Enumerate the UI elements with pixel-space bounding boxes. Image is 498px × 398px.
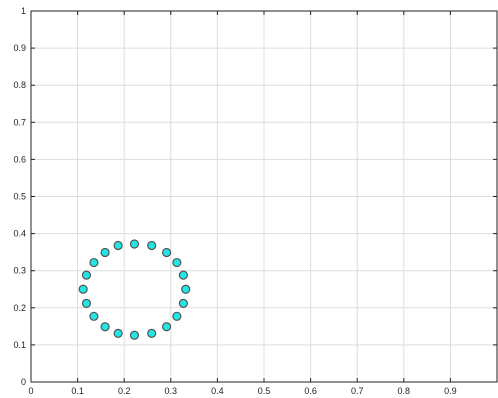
grid-lines [30, 11, 497, 382]
y-tick-label: 0.3 [13, 266, 26, 276]
data-point [147, 328, 157, 338]
x-tick-label: 0.2 [118, 386, 131, 396]
data-point [178, 298, 188, 308]
data-points [78, 239, 191, 340]
x-tick-label: 0.1 [71, 386, 84, 396]
x-tick-label: 0.3 [165, 386, 178, 396]
y-tick-label: 0.4 [13, 229, 26, 239]
data-point [162, 247, 172, 258]
y-tick-label: 0.2 [13, 303, 26, 313]
x-tick-label: 0.5 [258, 386, 271, 396]
data-point [178, 270, 188, 280]
x-tick-label: 0.8 [398, 386, 411, 396]
x-axis-tick-labels: 0 0.1 0.2 0.3 0.4 0.5 0.6 0.7 0.8 0.9 [28, 386, 456, 396]
y-tick-label: 1 [21, 6, 26, 16]
x-tick-label: 0 [28, 386, 33, 396]
data-point [113, 328, 123, 338]
x-tick-label: 0.6 [304, 386, 317, 396]
y-tick-label: 0.8 [13, 80, 26, 90]
data-point [100, 322, 110, 332]
y-tick-label: 0.1 [13, 340, 26, 350]
data-point [129, 239, 140, 249]
y-tick-label: 0.6 [13, 154, 26, 164]
x-tick-label: 0.9 [444, 386, 457, 396]
y-tick-label: 0.9 [13, 43, 26, 53]
data-point [172, 257, 182, 268]
data-point [113, 240, 123, 251]
y-tick-label: 0.5 [13, 192, 26, 202]
axis-ticks [30, 10, 497, 383]
y-tick-label: 0 [21, 377, 26, 387]
data-point [129, 330, 140, 340]
data-point [162, 322, 172, 332]
data-point [172, 311, 182, 321]
data-point [100, 247, 110, 258]
x-tick-label: 0.4 [211, 386, 224, 396]
y-tick-label: 0.7 [13, 117, 26, 127]
data-point [81, 270, 92, 280]
x-tick-label: 0.7 [351, 386, 364, 396]
data-point [89, 311, 99, 321]
data-point [147, 240, 157, 251]
data-point [89, 257, 99, 268]
y-axis-tick-labels: 0 0.1 0.2 0.3 0.4 0.5 0.6 0.7 0.8 0.9 1 [13, 6, 26, 387]
data-point [78, 284, 88, 294]
data-point [81, 298, 92, 308]
data-point [181, 284, 191, 294]
